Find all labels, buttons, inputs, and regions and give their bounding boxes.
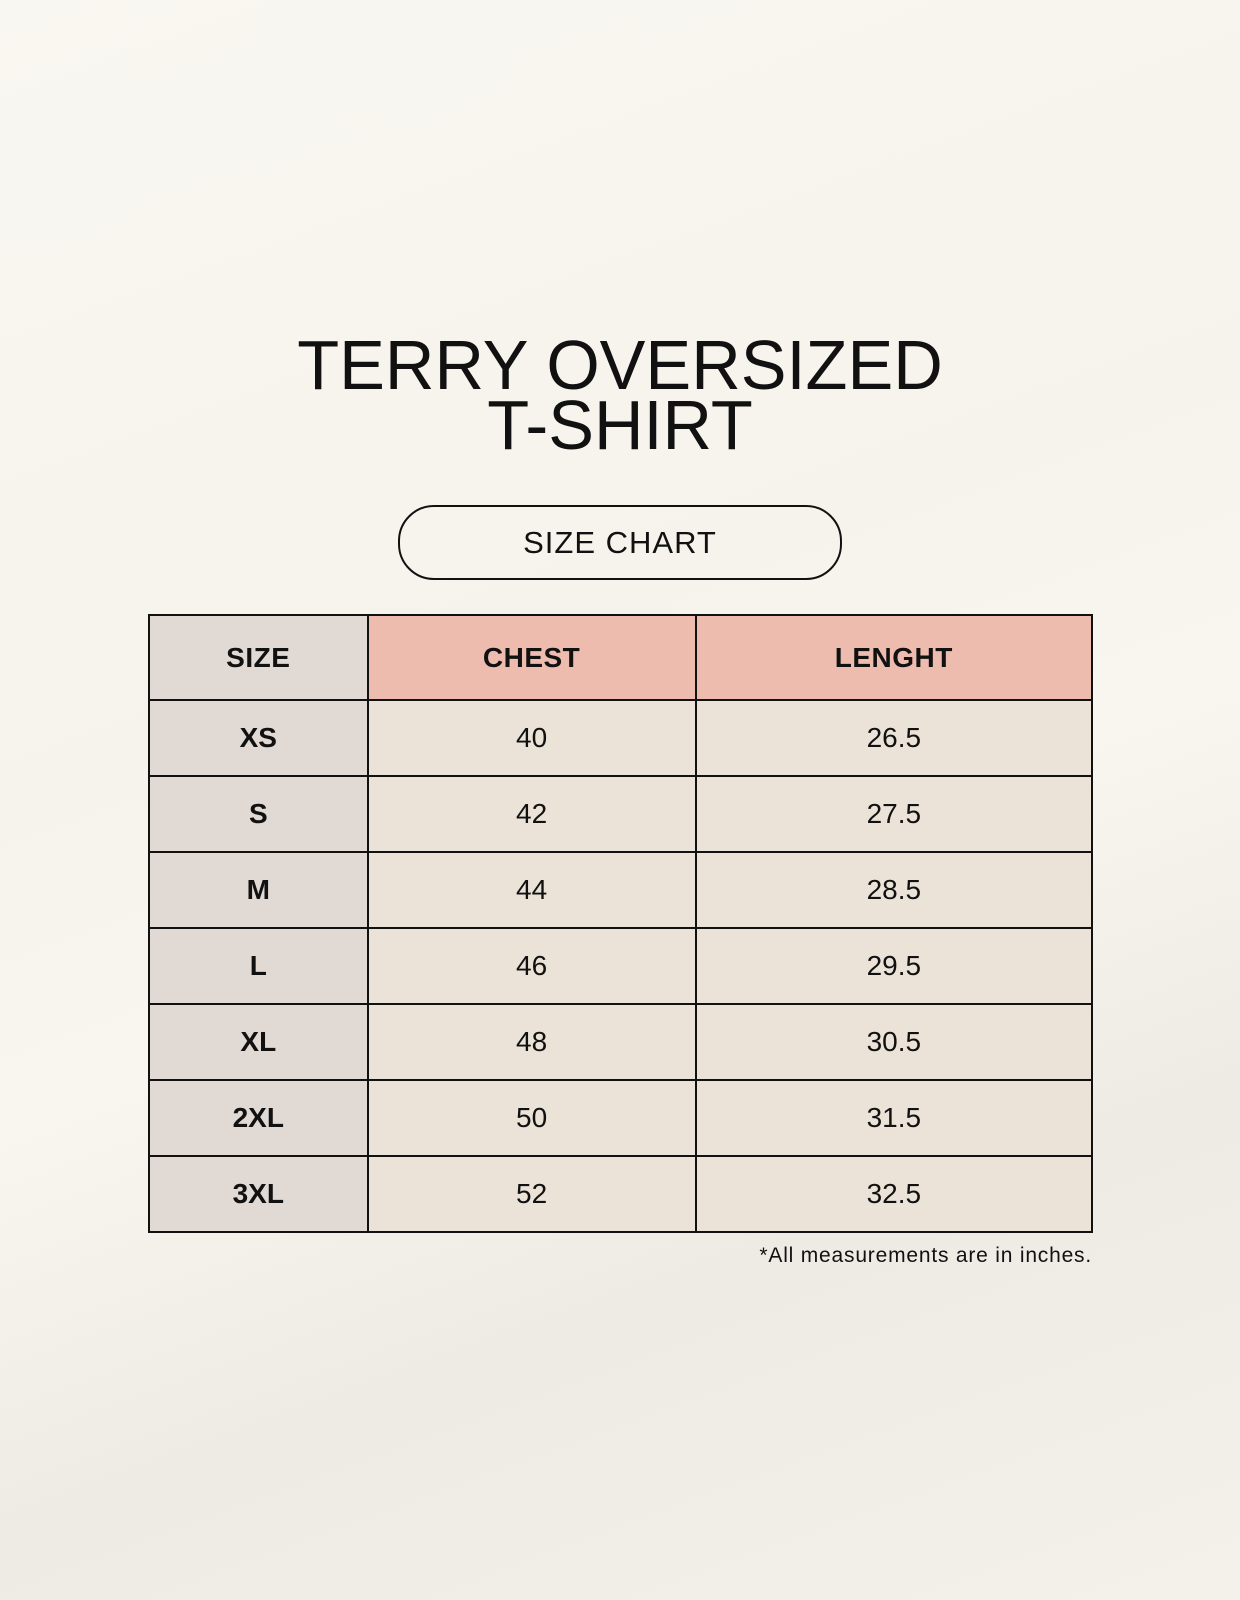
header-size: SIZE	[148, 614, 369, 701]
size-cell: L	[148, 927, 369, 1005]
table-row: 2XL 50 31.5	[148, 1079, 1094, 1157]
size-cell: XL	[148, 1003, 369, 1081]
page-title: TERRY OVERSIZED T-SHIRT	[0, 326, 1240, 464]
length-cell: 27.5	[694, 775, 1094, 853]
chest-cell: 52	[366, 1155, 697, 1233]
chest-cell: 48	[366, 1003, 697, 1081]
table-row: M 44 28.5	[148, 851, 1094, 929]
length-cell: 30.5	[694, 1003, 1094, 1081]
table-row: XL 48 30.5	[148, 1003, 1094, 1081]
table-header-row: SIZE CHEST LENGHT	[148, 614, 1094, 701]
size-cell: M	[148, 851, 369, 929]
title-line-1: TERRY OVERSIZED	[297, 326, 943, 404]
size-chart-badge: SIZE CHART	[398, 505, 842, 580]
length-cell: 29.5	[694, 927, 1094, 1005]
chest-cell: 40	[366, 699, 697, 777]
length-cell: 26.5	[694, 699, 1094, 777]
length-cell: 32.5	[694, 1155, 1094, 1233]
table-row: 3XL 52 32.5	[148, 1155, 1094, 1233]
size-cell: 3XL	[148, 1155, 369, 1233]
size-cell: 2XL	[148, 1079, 369, 1157]
chest-cell: 46	[366, 927, 697, 1005]
size-cell: XS	[148, 699, 369, 777]
size-table: SIZE CHEST LENGHT XS 40 26.5 S 42 27.5 M 44 28.5…	[148, 614, 1094, 1233]
footnote: *All measurements are in inches.	[759, 1244, 1092, 1267]
table-row: S 42 27.5	[148, 775, 1094, 853]
chest-cell: 50	[366, 1079, 697, 1157]
length-cell: 28.5	[694, 851, 1094, 929]
table-row: L 46 29.5	[148, 927, 1094, 1005]
header-chest: CHEST	[366, 614, 697, 701]
table-row: XS 40 26.5	[148, 699, 1094, 777]
length-cell: 31.5	[694, 1079, 1094, 1157]
chest-cell: 44	[366, 851, 697, 929]
header-length: LENGHT	[694, 614, 1094, 701]
chest-cell: 42	[366, 775, 697, 853]
size-cell: S	[148, 775, 369, 853]
title-line-2: T-SHIRT	[487, 386, 753, 464]
